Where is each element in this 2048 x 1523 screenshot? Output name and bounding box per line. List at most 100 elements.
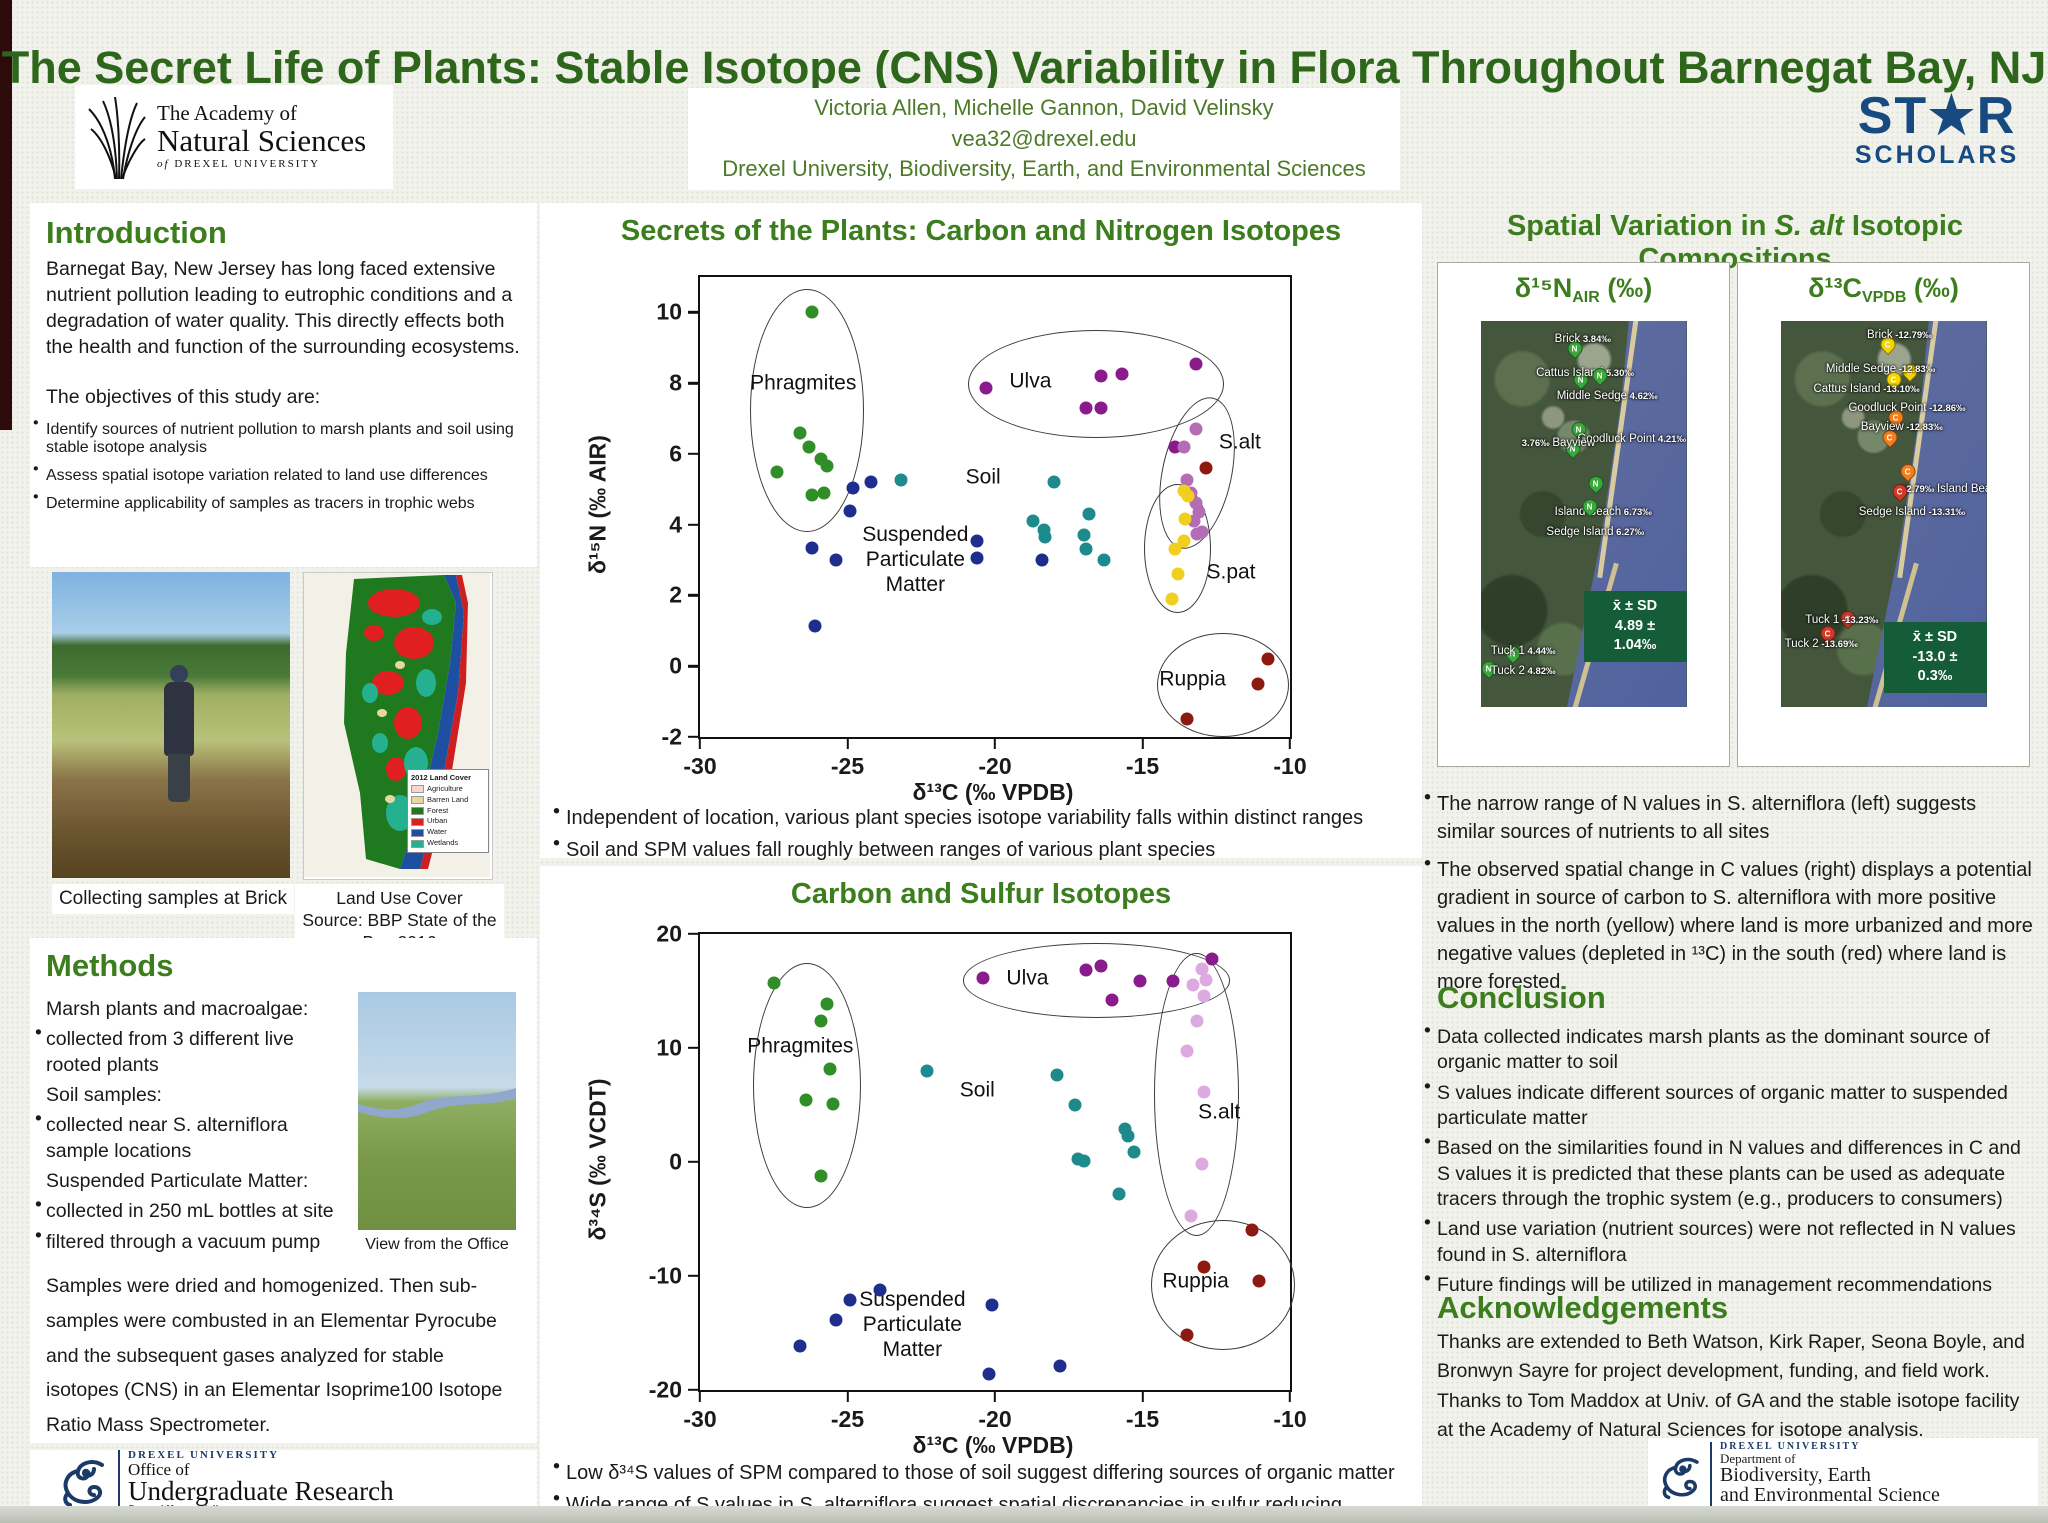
nitrogen-map-title: δ¹⁵NAIR (‰): [1514, 273, 1653, 306]
left-edge-strip: [0, 0, 12, 430]
legend-item: Wetlands: [411, 838, 485, 849]
cluster-label: Soil: [959, 1078, 995, 1102]
grass-tuft-icon: [88, 96, 146, 179]
data-point-suspended-particulate-matter: [864, 475, 878, 489]
cluster-ellipse-ruppia: [1157, 632, 1290, 738]
caption-office-view: View from the Office: [365, 1236, 509, 1253]
data-point-suspended-particulate-matter: [1035, 553, 1049, 567]
methods-heading: Methods: [46, 948, 174, 983]
objectives-intro: The objectives of this study are:: [46, 385, 321, 408]
data-point-phragmites: [767, 976, 781, 990]
y-tick-label: 2: [669, 581, 682, 608]
introduction-section: Introduction Barnegat Bay, New Jersey ha…: [30, 203, 537, 567]
mean-sd-box: x̄ ± SD 4.89 ± 1.04‰: [1583, 591, 1687, 662]
data-point-phragmites: [820, 997, 834, 1011]
carbon-nitrogen-panel: Secrets of the Plants: Carbon and Nitrog…: [540, 203, 1422, 861]
map-site-label: Cattus Island 5.30‰: [1536, 367, 1634, 380]
nitrogen-map-panel: δ¹⁵NAIR (‰) N Brick 3.84‰ N Cattus Island …: [1437, 262, 1730, 767]
bullet-item: • Low δ³⁴S values of SPM compared to thos…: [553, 1455, 1395, 1485]
data-point-suspended-particulate-matter: [846, 481, 860, 495]
data-point-ulva: [1189, 357, 1203, 371]
data-point-s-pat: [1177, 534, 1191, 548]
our-line1: DREXEL UNIVERSITY: [128, 1449, 280, 1462]
y-tick-label: -2: [661, 723, 682, 750]
bees-line2: Department of: [1720, 1451, 1796, 1467]
carbon-sulfur-panel: Carbon and Sulfur Isotopes δ³⁴S (‰ VCDT)…: [540, 866, 1422, 1523]
data-point-phragmites: [805, 488, 819, 502]
map-site-label: Tuck 1 -13.23‰: [1805, 614, 1879, 627]
carbon-sulfur-scatter-plot: -20 -10 0 10 20 -30 -25 -20 -15 -10 Phragmites Ulva…: [649, 921, 1307, 1433]
data-point-suspended-particulate-matter: [982, 1367, 996, 1381]
data-point-suspended-particulate-matter: [970, 551, 984, 565]
data-point-s-pat: [1168, 542, 1182, 556]
map-site-label: Island Beach 6.73‰: [1554, 506, 1652, 519]
bullet-item: • Based on the similarities found in N va…: [1424, 1130, 2021, 1211]
data-point-phragmites: [799, 1093, 813, 1107]
cluster-ellipse-s-alt: [1154, 953, 1239, 1236]
data-point-suspended-particulate-matter: [843, 1293, 857, 1307]
cluster-label: Ruppia: [1159, 667, 1226, 691]
photo-view-from-office: [358, 992, 516, 1230]
land-use-legend: 2012 Land Cover Agriculture Barren Land Fo…: [407, 768, 489, 853]
data-point-suspended-particulate-matter: [843, 504, 857, 518]
data-point-s-alt: [1195, 962, 1208, 976]
data-point-ulva: [1115, 367, 1129, 381]
land-use-map-graphic: [304, 573, 490, 877]
chart1-bullets: • Independent of location, various plant …: [553, 799, 1402, 863]
data-point-s-alt: [1197, 989, 1211, 1003]
map-site-label: Middle Sedge 4.62‰: [1556, 390, 1658, 403]
cluster-ellipse-s-pat: [1143, 484, 1211, 614]
map-site-label: 3.76‰ Bayview: [1521, 436, 1596, 449]
cluster-ellipse-ulva: [968, 330, 1225, 439]
x-tick-label: -20: [978, 1406, 1012, 1432]
data-point-soil: [920, 1064, 934, 1078]
y-tick-label: 8: [669, 369, 682, 396]
map-site-label: Tuck 1 4.44‰: [1490, 645, 1556, 658]
cluster-ellipse-ulva: [962, 943, 1231, 1019]
person-silhouette: [169, 665, 188, 684]
data-point-suspended-particulate-matter: [970, 534, 984, 548]
drexel-dragon-icon: [1662, 1457, 1699, 1500]
data-point-suspended-particulate-matter: [805, 541, 819, 555]
data-point-s-pat: [1165, 592, 1179, 606]
data-point-ulva: [1205, 952, 1219, 966]
map-site-label: Brick -12.79‰: [1867, 328, 1932, 341]
data-point-ruppia: [1197, 1260, 1211, 1274]
data-point-soil: [1097, 553, 1111, 567]
data-point-s-alt: [1190, 1014, 1204, 1028]
y-tick-label: 4: [669, 511, 682, 538]
conclusion-heading: Conclusion: [1437, 980, 1606, 1015]
data-point-s-alt: [1189, 422, 1203, 436]
bottom-edge-strip: [0, 1506, 2048, 1523]
data-point-phragmites: [814, 1014, 828, 1028]
data-point-ulva: [1094, 401, 1108, 415]
y-tick-label: 10: [656, 1034, 682, 1061]
legend-item: Urban: [411, 816, 485, 827]
data-point-ulva: [1105, 993, 1119, 1007]
bullet-item: • Determine applicability of samples as t…: [33, 488, 475, 512]
data-point-s-alt: [1190, 527, 1204, 541]
bees-line3: Biodiversity, Earth: [1720, 1464, 1871, 1487]
y-tick-label: -10: [648, 1262, 682, 1289]
data-point-ulva: [1166, 974, 1180, 988]
data-point-suspended-particulate-matter: [829, 1313, 843, 1327]
legend-item: Barren Land: [411, 795, 485, 806]
cluster-ellipse-phragmites: [750, 289, 865, 532]
bullet-item: • collected from 3 different live rooted …: [35, 1021, 294, 1076]
y-tick-label: 20: [656, 920, 682, 947]
bees-line1: DREXEL UNIVERSITY: [1720, 1441, 1861, 1453]
data-point-ulva: [1094, 369, 1108, 383]
carbon-map-title: δ¹³CVPDB (‰): [1808, 273, 1959, 306]
drexel-dragon-icon: [63, 1460, 104, 1507]
our-line3: Undergraduate Research: [128, 1476, 394, 1507]
photo-collecting-samples: [52, 572, 290, 878]
chart2-title: Carbon and Sulfur Isotopes: [790, 878, 1172, 910]
data-point-soil: [1127, 1145, 1141, 1159]
methods-list: Marsh plants and macroalgae: • collected f…: [35, 992, 346, 1255]
chart1-title: Secrets of the Plants: Carbon and Nitrog…: [620, 215, 1342, 247]
data-point-ulva: [1079, 963, 1093, 977]
x-tick-label: -15: [1125, 1406, 1160, 1432]
carbon-map-panel: δ¹³CVPDB (‰) C Brick -12.79‰ C Middle Sedg…: [1737, 262, 2030, 767]
chart2-y-axis-label: δ³⁴S (‰ VCDT): [584, 1078, 611, 1241]
map-site-label: Goodluck Point 4.21‰: [1577, 432, 1686, 445]
